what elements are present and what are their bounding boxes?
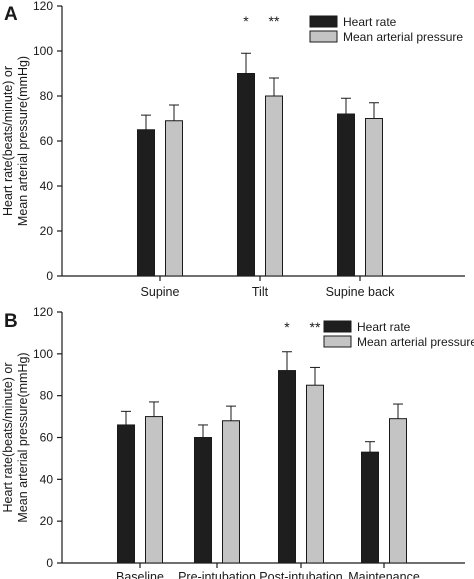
bar-heart-rate: [194, 437, 212, 564]
y-axis-label: Heart rate(beats/minute) or: [1, 362, 15, 512]
legend-swatch: [323, 320, 352, 333]
significance-marker: *: [243, 13, 249, 29]
legend-label: Heart rate: [357, 320, 411, 334]
bar-map: [306, 384, 324, 564]
chart-panel-b: B 0 20 40 60 80 100 120 Heart rate(beats/minute)…: [1, 305, 474, 579]
legend-swatch: [323, 335, 352, 348]
x-tick-label: Pre-intubation: [178, 570, 256, 579]
x-tick-label: Maintenance: [348, 570, 420, 579]
y-tick-label: 0: [46, 269, 53, 283]
bar-heart-rate: [237, 73, 255, 277]
x-tick-label: Supine: [141, 285, 180, 299]
bar-map: [145, 416, 163, 564]
y-tick-label: 40: [40, 472, 54, 486]
bar-map: [365, 118, 383, 277]
legend-swatch: [309, 30, 338, 43]
y-tick-label: 40: [40, 179, 54, 193]
bar-map: [165, 120, 183, 277]
chart-panel-a: A 0 20 40 60 80 100 120 Heart rate(beats/minute)…: [1, 0, 465, 299]
y-tick-label: 80: [40, 389, 54, 403]
bar-heart-rate: [117, 424, 135, 564]
y-tick-label: 20: [40, 514, 54, 528]
y-tick-label: 120: [33, 305, 53, 319]
bar-heart-rate: [278, 370, 296, 564]
y-axis-label: Heart rate(beats/minute) or: [1, 66, 15, 216]
y-tick-label: 120: [33, 0, 53, 13]
y-tick-label: 0: [46, 556, 53, 570]
legend-swatch: [309, 15, 338, 28]
bar-map: [389, 418, 407, 564]
significance-marker: **: [310, 319, 321, 335]
bar-heart-rate: [137, 129, 155, 277]
legend-label: Mean arterial pressure: [343, 30, 463, 44]
y-axis-label: Mean arterial pressure(mmHg): [16, 352, 30, 522]
panel-letter: B: [4, 311, 18, 332]
significance-marker: **: [269, 13, 280, 29]
y-tick-label: 20: [40, 224, 54, 238]
x-tick-label: Tilt: [252, 285, 269, 299]
legend-label: Heart rate: [343, 15, 397, 29]
x-tick-label: Supine back: [326, 285, 396, 299]
y-axis-label: Mean arterial pressure(mmHg): [16, 56, 30, 226]
x-tick-label: Post-intubation: [259, 570, 342, 579]
y-tick-label: 60: [40, 134, 54, 148]
panel-letter: A: [4, 4, 18, 25]
y-tick-label: 100: [33, 347, 53, 361]
y-tick-label: 60: [40, 431, 54, 445]
x-tick-label: Baseline: [116, 570, 164, 579]
bar-map: [265, 95, 283, 277]
significance-marker: *: [284, 319, 290, 335]
y-tick-label: 80: [40, 89, 54, 103]
bar-map: [222, 420, 240, 564]
legend-label: Mean arterial pressure: [357, 335, 474, 349]
y-tick-label: 100: [33, 44, 53, 58]
bar-heart-rate: [337, 113, 355, 277]
bar-heart-rate: [361, 451, 379, 564]
